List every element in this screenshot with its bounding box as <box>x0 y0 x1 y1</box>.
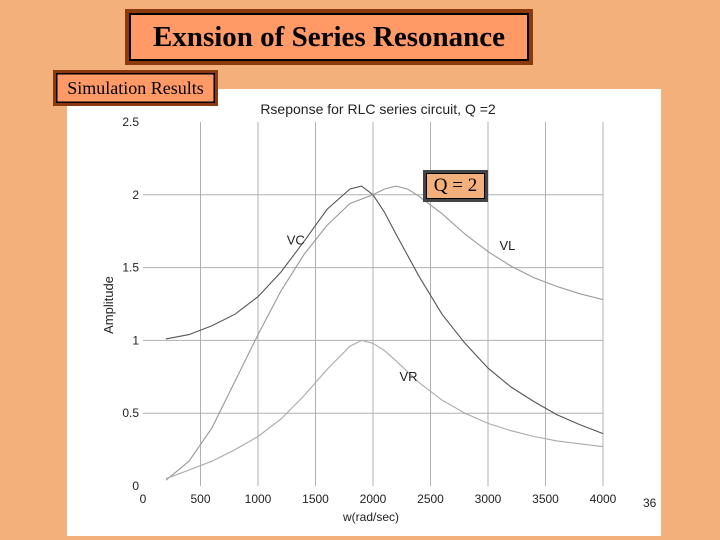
series-line-vc <box>165 185 604 435</box>
x-tick-label: 3000 <box>475 492 502 506</box>
slide-title: Exnsion of Series Resonance <box>152 20 506 53</box>
x-tick-label: 1000 <box>245 492 272 506</box>
x-tick-label: 2500 <box>417 492 444 506</box>
x-tick-label: 0 <box>140 492 147 506</box>
series-line-vl <box>165 185 604 481</box>
series-label-vc: VC <box>287 232 305 247</box>
x-tick-label: 4000 <box>590 492 617 506</box>
y-tick-label: 1 <box>132 333 139 347</box>
series-line-vr <box>165 339 604 480</box>
chart-figure <box>67 89 661 536</box>
x-tick-label: 500 <box>190 492 210 506</box>
grid-lines <box>143 122 604 486</box>
y-tick-label: 2.5 <box>122 115 139 129</box>
chart-labels: 0 500 1000 1500 2000 2500 3000 3500 4000 0 0.5 1 1.5… <box>122 115 616 506</box>
chart-title: Rseponse for RLC series circuit, Q =2 <box>260 101 496 117</box>
x-axis-label: w(rad/sec) <box>342 510 399 524</box>
y-tick-label: 0.5 <box>122 406 139 420</box>
x-tick-label: 1500 <box>302 492 329 506</box>
series-label-vl: VL <box>500 238 516 253</box>
series-label-vr: VR <box>399 369 417 384</box>
x-tick-label: 2000 <box>360 492 387 506</box>
y-axis-label: Amplitude <box>101 276 116 334</box>
y-tick-label: 1.5 <box>122 261 139 275</box>
q-label-box: Q = 2 <box>423 170 488 202</box>
y-tick-label: 0 <box>132 479 139 493</box>
subtitle-box: Simulation Results <box>53 70 218 106</box>
page-number: 36 <box>643 496 657 510</box>
x-tick-label: 3500 <box>532 492 559 506</box>
y-tick-label: 2 <box>132 188 139 202</box>
q-label: Q = 2 <box>433 175 478 196</box>
series-lines <box>165 185 604 481</box>
subtitle-text: Simulation Results <box>67 77 204 98</box>
slide-title-box: Exnsion of Series Resonance <box>125 9 533 65</box>
